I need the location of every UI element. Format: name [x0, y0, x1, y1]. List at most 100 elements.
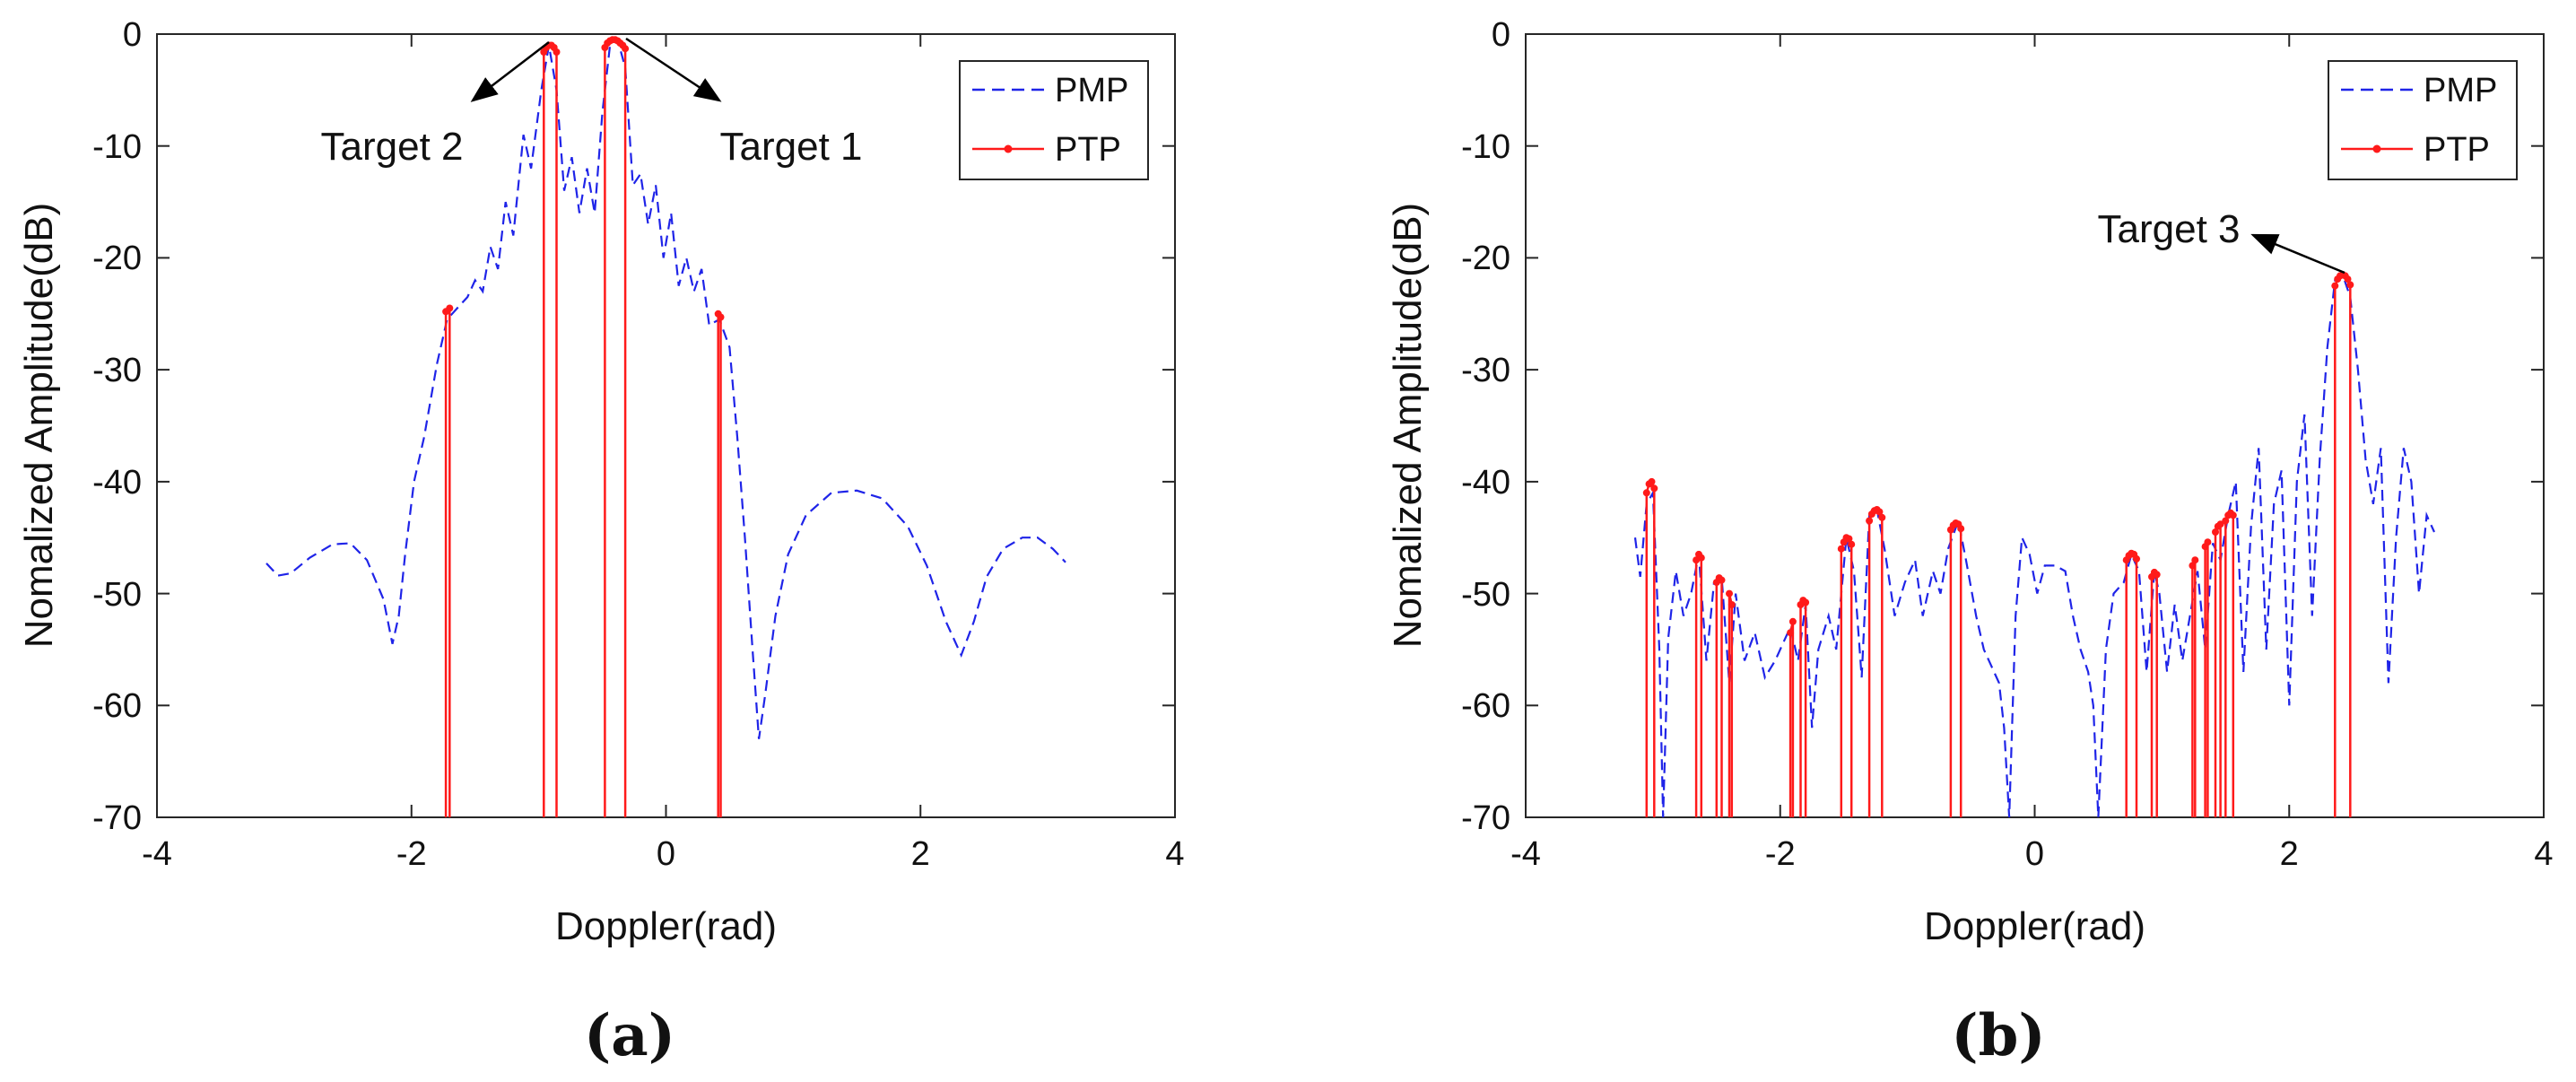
- ptp-marker-b-3-1: [1727, 601, 1736, 608]
- x-tick-labels-a: -4 -2 0 2 4: [142, 835, 1184, 873]
- panel-b: 0 -10 -20 -30 -40 -50 -60 -70 -4 -2 0 2 …: [1386, 16, 2554, 1069]
- x-tick-label-a-1: -2: [396, 835, 427, 873]
- ptp-peak-b-11: [2189, 556, 2199, 817]
- ptp-peak-b-5: [1797, 597, 1810, 817]
- y-ticks-b: [1526, 144, 2544, 707]
- ptp-marker-a-2-8: [622, 45, 630, 53]
- y-tick-label-a-3: -30: [92, 352, 142, 389]
- annotation-arrow-a-0: [470, 41, 550, 102]
- legend-label-pmp-a: PMP: [1055, 72, 1128, 109]
- ptp-marker-b-0-2: [1648, 477, 1656, 485]
- series-ptp-b: [1642, 271, 2354, 817]
- legend-marker-ptp-b: [2372, 144, 2381, 153]
- ptp-marker-b-6-0: [1837, 545, 1845, 553]
- ptp-marker-b-0-3: [1650, 484, 1658, 493]
- ptp-marker-b-11-1: [2191, 556, 2199, 564]
- ptp-marker-b-15-5: [2344, 275, 2352, 284]
- legend-marker-ptp-a: [1004, 144, 1013, 153]
- x-tick-label-b-3: 2: [2280, 835, 2299, 873]
- y-tick-label-b-7: -70: [1461, 799, 1510, 837]
- annotation-label-b-0: Target 3: [2098, 207, 2241, 251]
- ptp-marker-b-7-5: [1878, 513, 1886, 521]
- y-tick-labels-a: 0 -10 -20 -30 -40 -50 -60 -70: [92, 16, 142, 837]
- y-tick-label-a-4: -40: [92, 464, 142, 502]
- annotation-arrow-b-0: [2250, 233, 2345, 275]
- ptp-marker-b-10-2: [2153, 571, 2161, 579]
- ptp-peak-b-13: [2212, 520, 2224, 817]
- ptp-marker-b-7-4: [1875, 508, 1884, 516]
- y-tick-label-a-1: -10: [92, 128, 142, 166]
- ptp-marker-b-15-6: [2346, 281, 2354, 289]
- ptp-peak-a-1: [540, 41, 561, 817]
- ptp-marker-b-8-4: [1957, 525, 1965, 533]
- ptp-peak-b-3: [1726, 589, 1736, 817]
- ptp-peak-b-2: [1712, 574, 1726, 817]
- x-tick-label-b-1: -2: [1765, 835, 1796, 873]
- ptp-marker-b-14-3: [2229, 511, 2237, 519]
- y-tick-label-b-1: -10: [1461, 128, 1510, 166]
- ptp-peak-b-7: [1866, 506, 1886, 817]
- y-tick-label-b-5: -50: [1461, 576, 1510, 614]
- ptp-marker-b-4-0: [1787, 629, 1795, 637]
- ptp-marker-b-6-3: [1845, 535, 1853, 543]
- ptp-marker-b-5-2: [1802, 598, 1810, 606]
- panel-label-b: (b): [1951, 1002, 2045, 1069]
- ptp-marker-b-12-1: [2204, 538, 2212, 546]
- ptp-peak-b-8: [1946, 519, 1965, 817]
- ptp-peak-a-0: [442, 304, 454, 817]
- x-tick-label-a-2: 0: [657, 835, 675, 873]
- y-tick-label-a-7: -70: [92, 799, 142, 837]
- pmp-line-a: [265, 38, 1066, 739]
- ptp-marker-b-15-0: [2331, 282, 2339, 290]
- ptp-marker-b-13-0: [2212, 528, 2219, 536]
- annotation-label-a-0: Target 2: [321, 125, 464, 169]
- ptp-peak-b-10: [2148, 568, 2161, 817]
- y-tick-label-b-6: -60: [1461, 687, 1510, 725]
- y-tick-label-b-0: 0: [1492, 16, 1510, 54]
- legend-label-pmp-b: PMP: [2424, 72, 2497, 109]
- ptp-marker-a-0-1: [446, 304, 454, 312]
- x-tick-label-b-2: 0: [2025, 835, 2044, 873]
- y-axis-label-a: Nomalized Amplitude(dB): [17, 203, 61, 648]
- legend-a: PMP PTP: [959, 60, 1149, 180]
- annotation-arrow-a-1: [625, 37, 722, 102]
- ptp-marker-a-1-5: [553, 48, 561, 56]
- panel-a: 0 -10 -20 -30 -40 -50 -60 -70 -4 -2 0 2 …: [17, 16, 1185, 1069]
- y-tick-label-a-6: -60: [92, 687, 142, 725]
- annotations-a: Target 2 Target 1: [321, 37, 863, 169]
- x-tick-label-a-0: -4: [142, 835, 172, 873]
- x-tick-label-a-3: 2: [911, 835, 930, 873]
- ptp-marker-b-4-1: [1788, 617, 1797, 625]
- ptp-peak-b-0: [1642, 477, 1658, 817]
- x-tick-label-a-4: 4: [1165, 835, 1184, 873]
- ptp-marker-b-9-4: [2133, 554, 2140, 563]
- ptp-peak-b-4: [1787, 617, 1797, 817]
- series-pmp-a: [265, 38, 1066, 739]
- y-tick-label-b-2: -20: [1461, 240, 1510, 277]
- ptp-peak-b-12: [2201, 538, 2212, 817]
- annotations-b: Target 3: [2098, 207, 2345, 275]
- y-tick-label-b-3: -30: [1461, 352, 1510, 389]
- x-axis-label-a: Doppler(rad): [555, 904, 777, 948]
- ptp-peak-a-2: [601, 36, 630, 817]
- legend-box-a: [959, 60, 1149, 180]
- legend-label-ptp-a: PTP: [1055, 131, 1121, 169]
- ptp-marker-b-13-2: [2216, 520, 2224, 528]
- legend-box-b: [2328, 60, 2518, 180]
- annotation-label-a-1: Target 1: [720, 125, 863, 169]
- series-pmp-b: [1633, 273, 2436, 817]
- pmp-line-b: [1633, 273, 2436, 817]
- y-axis-label-b: Nomalized Amplitude(dB): [1386, 203, 1430, 648]
- ptp-marker-b-0-0: [1642, 489, 1650, 497]
- panel-label-a: (a): [584, 1002, 675, 1069]
- legend-b: PMP PTP: [2328, 60, 2518, 180]
- x-tick-labels-b: -4 -2 0 2 4: [1510, 835, 2553, 873]
- x-axis-label-b: Doppler(rad): [1924, 904, 2145, 948]
- y-tick-label-a-2: -20: [92, 240, 142, 277]
- ptp-marker-b-6-4: [1848, 540, 1856, 548]
- x-ticks-b: [1779, 34, 2291, 817]
- x-tick-label-b-4: 4: [2534, 835, 2553, 873]
- ptp-marker-b-3-0: [1726, 589, 1733, 598]
- ptp-marker-b-7-0: [1866, 517, 1874, 525]
